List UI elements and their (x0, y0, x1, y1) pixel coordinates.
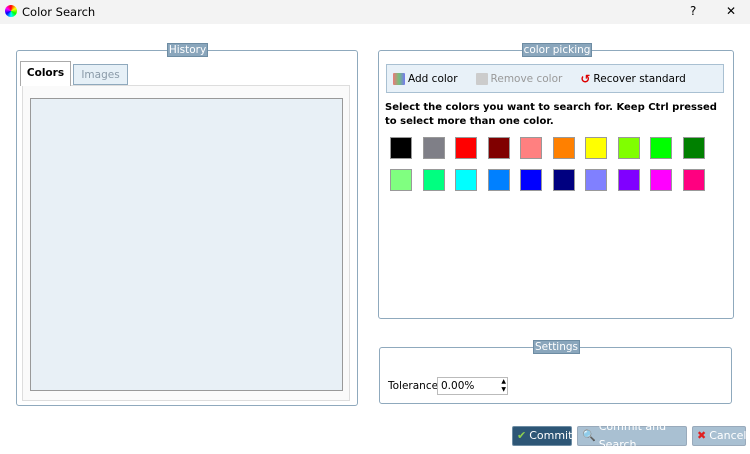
color-swatch[interactable] (520, 137, 542, 159)
remove-color-label: Remove color (490, 72, 563, 85)
history-title: History (167, 43, 208, 57)
color-wheel-icon (5, 5, 17, 17)
settings-title: Settings (533, 340, 580, 354)
tab-colors-label: Colors (26, 67, 65, 79)
cancel-label: Cancel (709, 429, 747, 442)
recover-icon: ↺ (580, 71, 591, 86)
check-icon: ✔ (517, 429, 527, 442)
instructions-text: Select the colors you want to search for… (385, 102, 717, 127)
cancel-button[interactable]: ✖ Cancel (692, 426, 746, 446)
help-button[interactable]: ? (690, 4, 697, 18)
color-picking-title: color picking (522, 43, 592, 57)
color-swatch[interactable] (650, 137, 672, 159)
color-swatch[interactable] (390, 137, 412, 159)
color-swatch-grid (390, 137, 720, 191)
spin-up-icon[interactable]: ▲ (501, 378, 506, 385)
commit-label: Commit (529, 429, 573, 442)
color-swatch[interactable] (487, 169, 510, 191)
color-swatch[interactable] (455, 169, 477, 191)
tab-images[interactable]: Images (73, 64, 128, 85)
tab-images-label: Images (81, 69, 120, 81)
color-swatch[interactable] (390, 169, 412, 191)
recover-standard-label: Recover standard (593, 72, 686, 85)
tolerance-spinbox[interactable]: 0.00% ▲ ▼ (437, 377, 508, 395)
color-swatch[interactable] (682, 137, 705, 159)
settings-group (379, 347, 732, 404)
color-swatch[interactable] (617, 137, 640, 159)
color-history-list[interactable] (30, 98, 343, 391)
color-swatch[interactable] (487, 137, 510, 159)
spin-down-icon[interactable]: ▼ (501, 386, 506, 393)
commit-and-search-button[interactable]: 🔍 Commit and Search (577, 420, 687, 451)
color-swatch[interactable] (422, 169, 445, 191)
close-button[interactable]: ✕ (726, 4, 737, 18)
color-swatch[interactable] (650, 169, 672, 191)
add-color-button[interactable]: Add color (393, 72, 458, 85)
search-check-icon: 🔍 (582, 429, 596, 442)
color-swatch[interactable] (552, 169, 575, 191)
add-color-label: Add color (408, 72, 458, 85)
commit-button[interactable]: ✔ Commit (512, 426, 572, 446)
tab-colors[interactable]: Colors (20, 61, 71, 86)
color-swatch[interactable] (455, 137, 477, 159)
color-swatch[interactable] (585, 169, 607, 191)
toolbar: Add color Remove color ↺ Recover standard (386, 64, 724, 93)
color-swatch[interactable] (617, 169, 640, 191)
color-swatch[interactable] (552, 137, 575, 159)
tolerance-label: Tolerance: (388, 380, 442, 392)
recover-standard-button[interactable]: ↺ Recover standard (580, 72, 685, 86)
color-swatch[interactable] (585, 137, 607, 159)
remove-color-icon (475, 72, 488, 85)
color-swatch[interactable] (520, 169, 542, 191)
remove-color-button[interactable]: Remove color (475, 72, 563, 85)
tolerance-value: 0.00% (441, 380, 475, 392)
title-bar: Color Search ? ✕ (0, 0, 750, 24)
cancel-x-icon: ✖ (697, 429, 707, 442)
color-swatch[interactable] (682, 169, 705, 191)
color-swatch[interactable] (422, 137, 445, 159)
window-title: Color Search (22, 5, 96, 19)
add-color-icon (393, 72, 405, 85)
commit-and-search-label: Commit and Search (598, 420, 667, 451)
